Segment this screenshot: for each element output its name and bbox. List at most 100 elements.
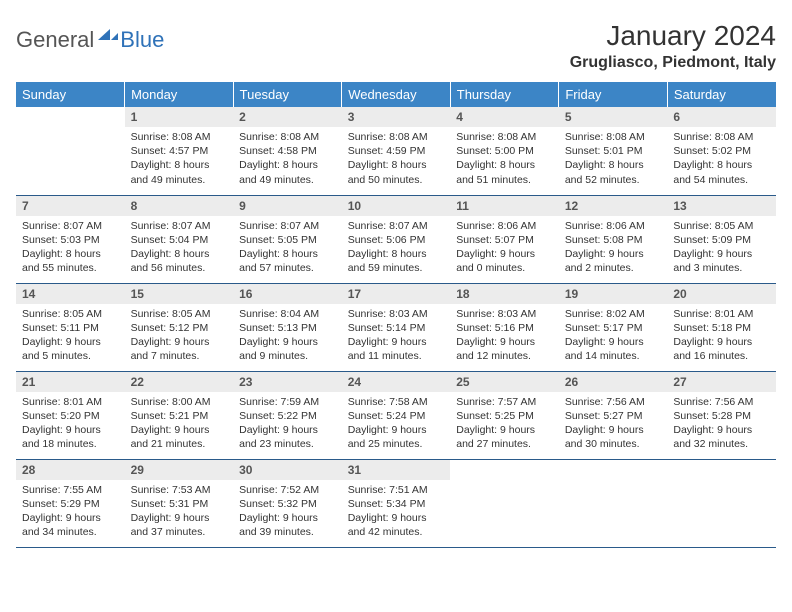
calendar-cell: 22Sunrise: 8:00 AMSunset: 5:21 PMDayligh… [125,371,234,459]
calendar-cell: 12Sunrise: 8:06 AMSunset: 5:08 PMDayligh… [559,195,668,283]
day-number: 2 [233,107,342,127]
sunset-line: Sunset: 5:31 PM [131,498,209,510]
sunset-line: Sunset: 5:12 PM [131,322,209,334]
calendar-cell: 2Sunrise: 8:08 AMSunset: 4:58 PMDaylight… [233,107,342,195]
day-number: 16 [233,284,342,304]
sunset-line: Sunset: 5:04 PM [131,234,209,246]
calendar-cell: 17Sunrise: 8:03 AMSunset: 5:14 PMDayligh… [342,283,451,371]
day-header-tuesday: Tuesday [233,82,342,107]
day-body: Sunrise: 8:08 AMSunset: 4:58 PMDaylight:… [233,127,342,191]
sunset-line: Sunset: 5:17 PM [565,322,643,334]
sunrise-line: Sunrise: 7:52 AM [239,484,319,496]
daylight-line: Daylight: 9 hours and 39 minutes. [239,512,318,538]
sunrise-line: Sunrise: 8:01 AM [673,308,753,320]
sunrise-line: Sunrise: 8:07 AM [239,220,319,232]
sunset-line: Sunset: 5:03 PM [22,234,100,246]
day-body: Sunrise: 7:56 AMSunset: 5:27 PMDaylight:… [559,392,668,456]
sunrise-line: Sunrise: 8:08 AM [348,131,428,143]
daylight-line: Daylight: 8 hours and 50 minutes. [348,159,427,185]
day-body: Sunrise: 8:02 AMSunset: 5:17 PMDaylight:… [559,304,668,368]
day-body: Sunrise: 8:08 AMSunset: 5:00 PMDaylight:… [450,127,559,191]
day-body: Sunrise: 8:04 AMSunset: 5:13 PMDaylight:… [233,304,342,368]
day-header-saturday: Saturday [667,82,776,107]
calendar-cell [667,459,776,547]
calendar-cell [16,107,125,195]
calendar-cell: 3Sunrise: 8:08 AMSunset: 4:59 PMDaylight… [342,107,451,195]
daylight-line: Daylight: 9 hours and 23 minutes. [239,424,318,450]
sunrise-line: Sunrise: 8:00 AM [131,396,211,408]
calendar-row: 7 Sunrise: 8:07 AM Sunset: 5:03 PM Daylight… [16,195,776,283]
sunrise-line: Sunrise: 8:03 AM [456,308,536,320]
daylight-line: Daylight: 9 hours and 42 minutes. [348,512,427,538]
day-body: Sunrise: 7:57 AMSunset: 5:25 PMDaylight:… [450,392,559,456]
sunrise-line: Sunrise: 8:02 AM [565,308,645,320]
day-body: Sunrise: 7:51 AM Sunset: 5:34 PM Daylight:… [342,480,451,544]
day-number: 25 [450,372,559,392]
day-number: 8 [125,196,234,216]
sunrise-line: Sunrise: 7:51 AM [348,484,428,496]
day-body: Sunrise: 8:06 AMSunset: 5:08 PMDaylight:… [559,216,668,280]
location: Grugliasco, Piedmont, Italy [570,54,776,72]
day-body: Sunrise: 7:52 AM Sunset: 5:32 PM Daylight:… [233,480,342,544]
day-body: Sunrise: 8:05 AMSunset: 5:12 PMDaylight:… [125,304,234,368]
sunset-line: Sunset: 5:02 PM [673,145,751,157]
day-body: Sunrise: 8:07 AMSunset: 5:04 PMDaylight:… [125,216,234,280]
daylight-line: Daylight: 9 hours and 27 minutes. [456,424,535,450]
sunset-line: Sunset: 5:34 PM [348,498,426,510]
calendar-cell: 30 Sunrise: 7:52 AM Sunset: 5:32 PM Dayligh… [233,459,342,547]
calendar-cell: 13Sunrise: 8:05 AMSunset: 5:09 PMDayligh… [667,195,776,283]
day-number: 7 [16,196,125,216]
day-number: 21 [16,372,125,392]
daylight-line: Daylight: 8 hours and 49 minutes. [239,159,318,185]
sunrise-line: Sunrise: 7:56 AM [673,396,753,408]
sunset-line: Sunset: 5:22 PM [239,410,317,422]
calendar-cell: 31Sunrise: 7:51 AMSunset: 5:34 PMDayligh… [342,459,451,547]
day-body: Sunrise: 8:03 AMSunset: 5:14 PMDaylight:… [342,304,451,368]
daylight-line: Daylight: 8 hours and 49 minutes. [131,159,210,185]
sunset-line: Sunset: 5:14 PM [348,322,426,334]
day-number: 17 [342,284,451,304]
sunrise-line: Sunrise: 8:05 AM [673,220,753,232]
header: General Blue January 2024 Grugliasco, Pi… [16,20,776,72]
sunrise-line: Sunrise: 8:01 AM [22,396,102,408]
daylight-line: Daylight: 9 hours and 0 minutes. [456,248,535,274]
sunset-line: Sunset: 4:57 PM [131,145,209,157]
sunrise-line: Sunrise: 7:58 AM [348,396,428,408]
sunset-line: Sunset: 5:01 PM [565,145,643,157]
day-of-week-row: SundayMondayTuesdayWednesdayThursdayFrid… [16,82,776,107]
day-body: Sunrise: 7:53 AMSunset: 5:31 PMDaylight:… [125,480,234,544]
daylight-line: Daylight: 9 hours and 34 minutes. [22,512,101,538]
sunset-line: Sunset: 5:16 PM [456,322,534,334]
day-number: 29 [125,460,234,480]
logo-text-blue: Blue [120,27,164,53]
daylight-line: Daylight: 9 hours and 32 minutes. [673,424,752,450]
daylight-line: Daylight: 9 hours and 11 minutes. [348,336,427,362]
sunrise-line: Sunrise: 7:53 AM [131,484,211,496]
sunset-line: Sunset: 5:07 PM [456,234,534,246]
day-number: 9 [233,196,342,216]
day-body: Sunrise: 8:07 AMSunset: 5:05 PMDaylight:… [233,216,342,280]
day-number: 5 [559,107,668,127]
sunset-line: Sunset: 5:27 PM [565,410,643,422]
day-number: 27 [667,372,776,392]
calendar-cell: 7Sunrise: 8:07 AMSunset: 5:03 PMDaylight… [16,195,125,283]
sunrise-line: Sunrise: 8:08 AM [456,131,536,143]
calendar-row: 1 Sunrise: 8:08 AM Sunset: 4:57 PM Daylight… [16,107,776,195]
calendar-cell: 11Sunrise: 8:06 AMSunset: 5:07 PMDayligh… [450,195,559,283]
sunset-line: Sunset: 5:18 PM [673,322,751,334]
title-block: January 2024 Grugliasco, Piedmont, Italy [570,20,776,72]
daylight-line: Daylight: 8 hours and 54 minutes. [673,159,752,185]
daylight-line: Daylight: 8 hours and 51 minutes. [456,159,535,185]
day-number: 24 [342,372,451,392]
day-number: 30 [233,460,342,480]
day-number: 1 [125,107,234,127]
calendar-cell: 27 Sunrise: 7:56 AM Sunset: 5:28 PM Dayligh… [667,371,776,459]
sunset-line: Sunset: 5:32 PM [239,498,317,510]
sunset-line: Sunset: 5:28 PM [673,410,751,422]
calendar-cell: 28Sunrise: 7:55 AMSunset: 5:29 PMDayligh… [16,459,125,547]
sunrise-line: Sunrise: 8:07 AM [22,220,102,232]
day-number: 22 [125,372,234,392]
sunrise-line: Sunrise: 8:08 AM [239,131,319,143]
day-number: 20 [667,284,776,304]
sunset-line: Sunset: 5:09 PM [673,234,751,246]
